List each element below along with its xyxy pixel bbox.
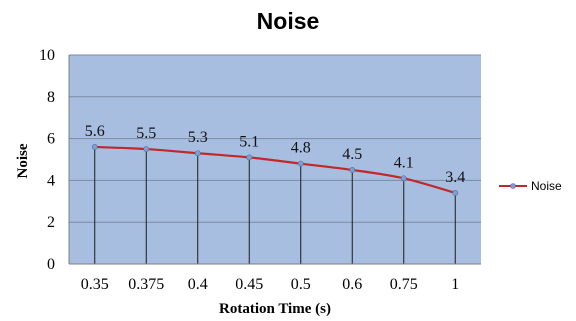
- data-labels: 5.6 5.5 5.3 5.1 4.8 4.5 4.1 3.4: [85, 123, 466, 186]
- y-tick-labels: 0 2 4 6 8 10: [39, 47, 55, 273]
- data-label: 5.6: [85, 123, 105, 140]
- gridlines: [69, 54, 481, 223]
- data-point: [246, 154, 253, 161]
- x-tick-label: 0.5: [291, 276, 311, 293]
- x-tick-label: 1: [451, 276, 459, 293]
- data-label: 5.5: [136, 125, 156, 142]
- data-label: 4.5: [342, 146, 362, 163]
- x-axis-title: Rotation Time (s): [219, 301, 331, 317]
- legend-marker: [510, 183, 516, 189]
- y-tick-label: 0: [47, 256, 55, 273]
- y-tick-label: 8: [47, 89, 55, 106]
- data-point: [452, 190, 459, 196]
- data-label: 4.8: [291, 140, 311, 157]
- x-tick-label: 0.75: [390, 276, 418, 293]
- x-tick-labels: 0.35 0.375 0.4 0.45 0.5 0.6 0.75 1: [81, 276, 460, 293]
- y-axis-title: Noise: [15, 143, 31, 178]
- data-point: [194, 150, 201, 157]
- axes: [68, 55, 481, 265]
- data-label: 5.3: [188, 129, 208, 146]
- y-tick-label: 4: [47, 172, 55, 189]
- y-tick-label: 6: [47, 131, 55, 148]
- data-point: [400, 175, 407, 182]
- x-tick-label: 0.4: [188, 276, 208, 293]
- series-line: [94, 145, 456, 194]
- x-tick-label: 0.35: [81, 276, 109, 293]
- data-point: [91, 144, 98, 150]
- x-tick-label: 0.6: [342, 276, 362, 293]
- drop-lines: [94, 146, 456, 264]
- chart-title: Noise: [257, 8, 320, 34]
- y-tick-label: 2: [47, 214, 55, 231]
- series-noise: [91, 144, 459, 196]
- data-label: 4.1: [394, 154, 414, 171]
- data-point: [349, 167, 356, 173]
- legend-label: Noise: [531, 179, 562, 193]
- data-point: [297, 160, 304, 167]
- data-label: 5.1: [239, 133, 259, 150]
- y-tick-label: 10: [39, 47, 55, 64]
- legend: Noise: [499, 179, 562, 193]
- x-tick-label: 0.45: [235, 276, 263, 293]
- x-tick-label: 0.375: [128, 276, 164, 293]
- data-point: [143, 146, 150, 152]
- data-label: 3.4: [445, 169, 465, 186]
